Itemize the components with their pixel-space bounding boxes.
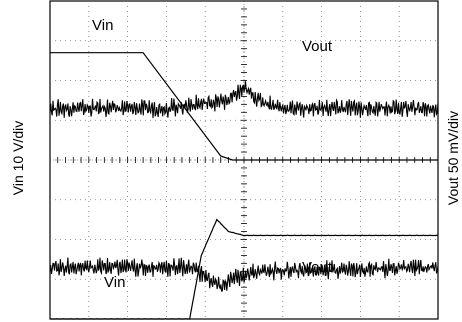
trace-vout-bottom [49, 257, 439, 292]
y-axis-label-left: Vin 10 V/div [10, 120, 26, 196]
traces [49, 52, 439, 320]
label-vin-top: Vin [92, 17, 113, 34]
label-vout-top: Vout [302, 38, 333, 55]
label-vin-bottom: Vin [104, 274, 125, 291]
trace-vin-top [50, 52, 438, 161]
y-axis-label-right: Vout 50 mV/div [445, 110, 461, 206]
label-vout-bottom: Vout [302, 259, 333, 276]
trace-vin-bottom [49, 218, 439, 320]
trace-vout-top [49, 81, 439, 119]
